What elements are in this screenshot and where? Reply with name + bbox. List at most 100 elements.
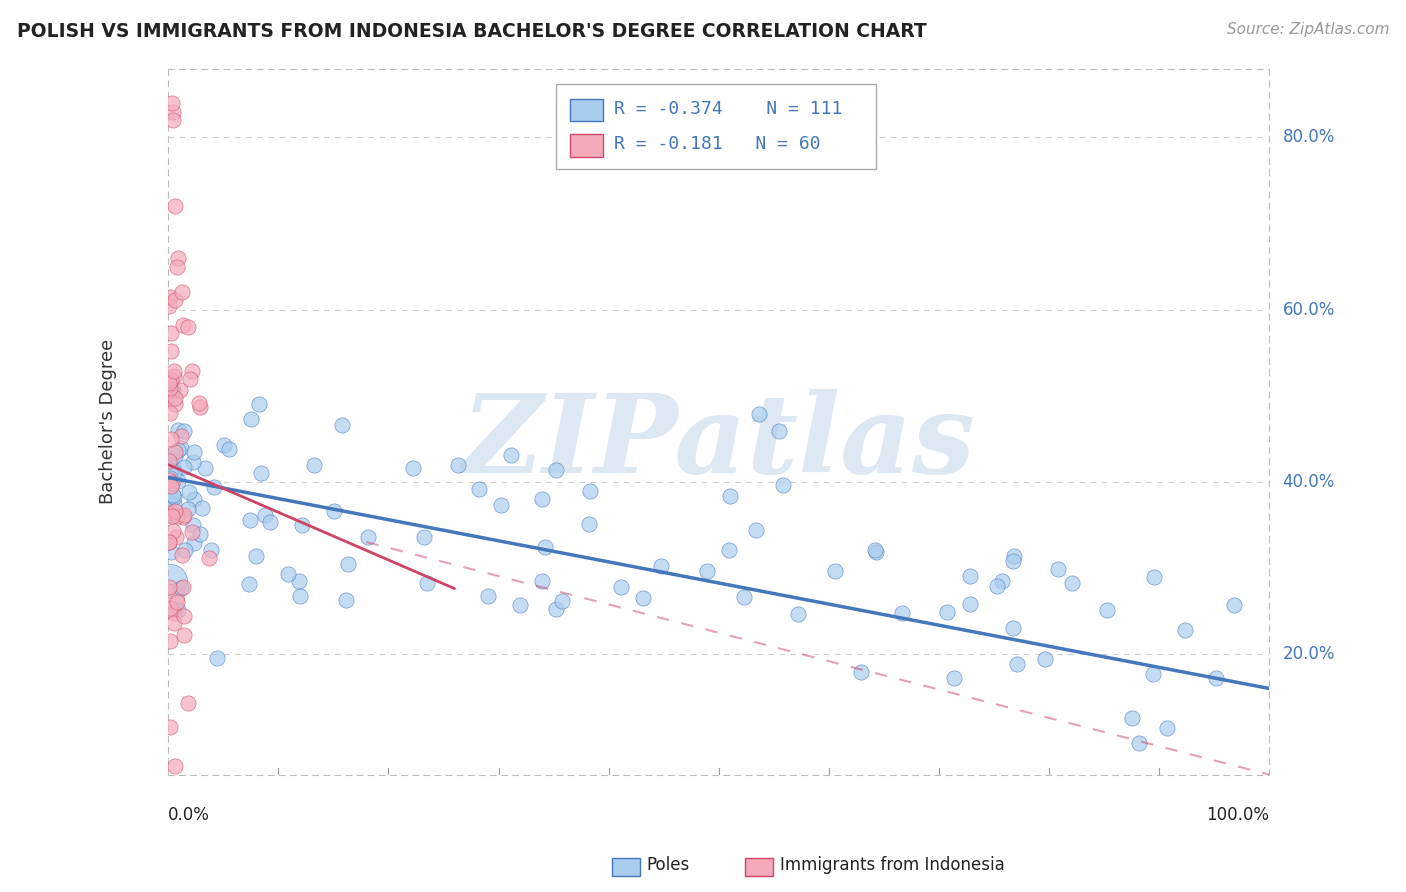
Point — [986, 579, 1008, 593]
Point — [157, 506, 180, 520]
Point — [162, 460, 184, 475]
Point — [183, 491, 205, 506]
Point — [157, 473, 180, 487]
Point — [277, 566, 299, 581]
Point — [413, 530, 436, 544]
Point — [172, 549, 194, 563]
Point — [165, 530, 187, 544]
Point — [322, 504, 344, 518]
Point — [446, 458, 468, 473]
Point — [531, 574, 554, 588]
Point — [551, 594, 574, 608]
Point — [179, 371, 201, 385]
Point — [166, 260, 188, 274]
Point — [193, 460, 215, 475]
Point — [159, 720, 181, 734]
Point — [936, 605, 959, 619]
Point — [183, 444, 205, 458]
Point — [288, 574, 311, 589]
Point — [170, 428, 193, 442]
Point — [188, 526, 211, 541]
Point — [959, 569, 981, 583]
Point — [247, 397, 270, 411]
Point — [160, 545, 183, 559]
Point — [174, 543, 197, 558]
Point — [177, 485, 200, 500]
Point — [157, 376, 180, 391]
Point — [467, 482, 489, 496]
Point — [959, 597, 981, 611]
Point — [245, 549, 267, 564]
Point — [356, 530, 378, 544]
Point — [212, 437, 235, 451]
Point — [165, 504, 187, 518]
Point — [202, 480, 225, 494]
Point — [157, 535, 180, 549]
Point — [772, 478, 794, 492]
Point — [157, 299, 180, 313]
Point — [159, 381, 181, 395]
Point — [165, 391, 187, 405]
Point — [1033, 651, 1056, 665]
Point — [207, 651, 229, 665]
Point — [166, 595, 188, 609]
Point — [180, 525, 202, 540]
Text: 20.0%: 20.0% — [1282, 645, 1334, 663]
Point — [159, 574, 181, 588]
Point — [157, 388, 180, 402]
Point — [163, 368, 186, 383]
Text: 0.0%: 0.0% — [169, 806, 209, 824]
Point — [163, 465, 186, 479]
Point — [172, 509, 194, 524]
Point — [162, 524, 184, 539]
Point — [162, 383, 184, 397]
Point — [172, 318, 194, 332]
Point — [170, 581, 193, 595]
Point — [163, 606, 186, 620]
Point — [165, 444, 187, 458]
Point — [530, 492, 553, 507]
Point — [546, 602, 568, 616]
Point — [159, 290, 181, 304]
Point — [162, 476, 184, 491]
Point — [747, 407, 769, 421]
Point — [163, 364, 186, 378]
Point — [159, 407, 181, 421]
Point — [159, 634, 181, 648]
Text: 80.0%: 80.0% — [1282, 128, 1334, 146]
Point — [733, 590, 755, 604]
Point — [160, 326, 183, 341]
Text: R = -0.374    N = 111: R = -0.374 N = 111 — [614, 100, 842, 118]
Point — [1143, 569, 1166, 583]
Point — [160, 344, 183, 359]
Point — [160, 479, 183, 493]
Point — [416, 576, 439, 591]
Point — [159, 591, 181, 605]
Point — [863, 542, 886, 557]
Point — [1095, 603, 1118, 617]
Point — [291, 518, 314, 533]
Point — [240, 411, 263, 425]
Point — [167, 252, 190, 266]
Point — [259, 515, 281, 529]
Point — [166, 474, 188, 488]
Point — [159, 373, 181, 387]
Point — [165, 293, 187, 307]
Point — [890, 606, 912, 620]
Point — [250, 467, 273, 481]
Point — [477, 589, 499, 603]
Point — [169, 383, 191, 397]
Point — [157, 535, 180, 549]
Text: R = -0.181   N = 60: R = -0.181 N = 60 — [614, 135, 821, 153]
Point — [162, 508, 184, 523]
Point — [768, 424, 790, 438]
Point — [610, 580, 633, 594]
Point — [163, 490, 186, 504]
Point — [1174, 624, 1197, 638]
Text: Immigrants from Indonesia: Immigrants from Indonesia — [780, 856, 1005, 874]
Point — [633, 591, 655, 605]
Point — [163, 759, 186, 773]
Text: POLISH VS IMMIGRANTS FROM INDONESIA BACHELOR'S DEGREE CORRELATION CHART: POLISH VS IMMIGRANTS FROM INDONESIA BACH… — [17, 22, 927, 41]
Point — [302, 458, 325, 473]
Point — [218, 442, 240, 457]
